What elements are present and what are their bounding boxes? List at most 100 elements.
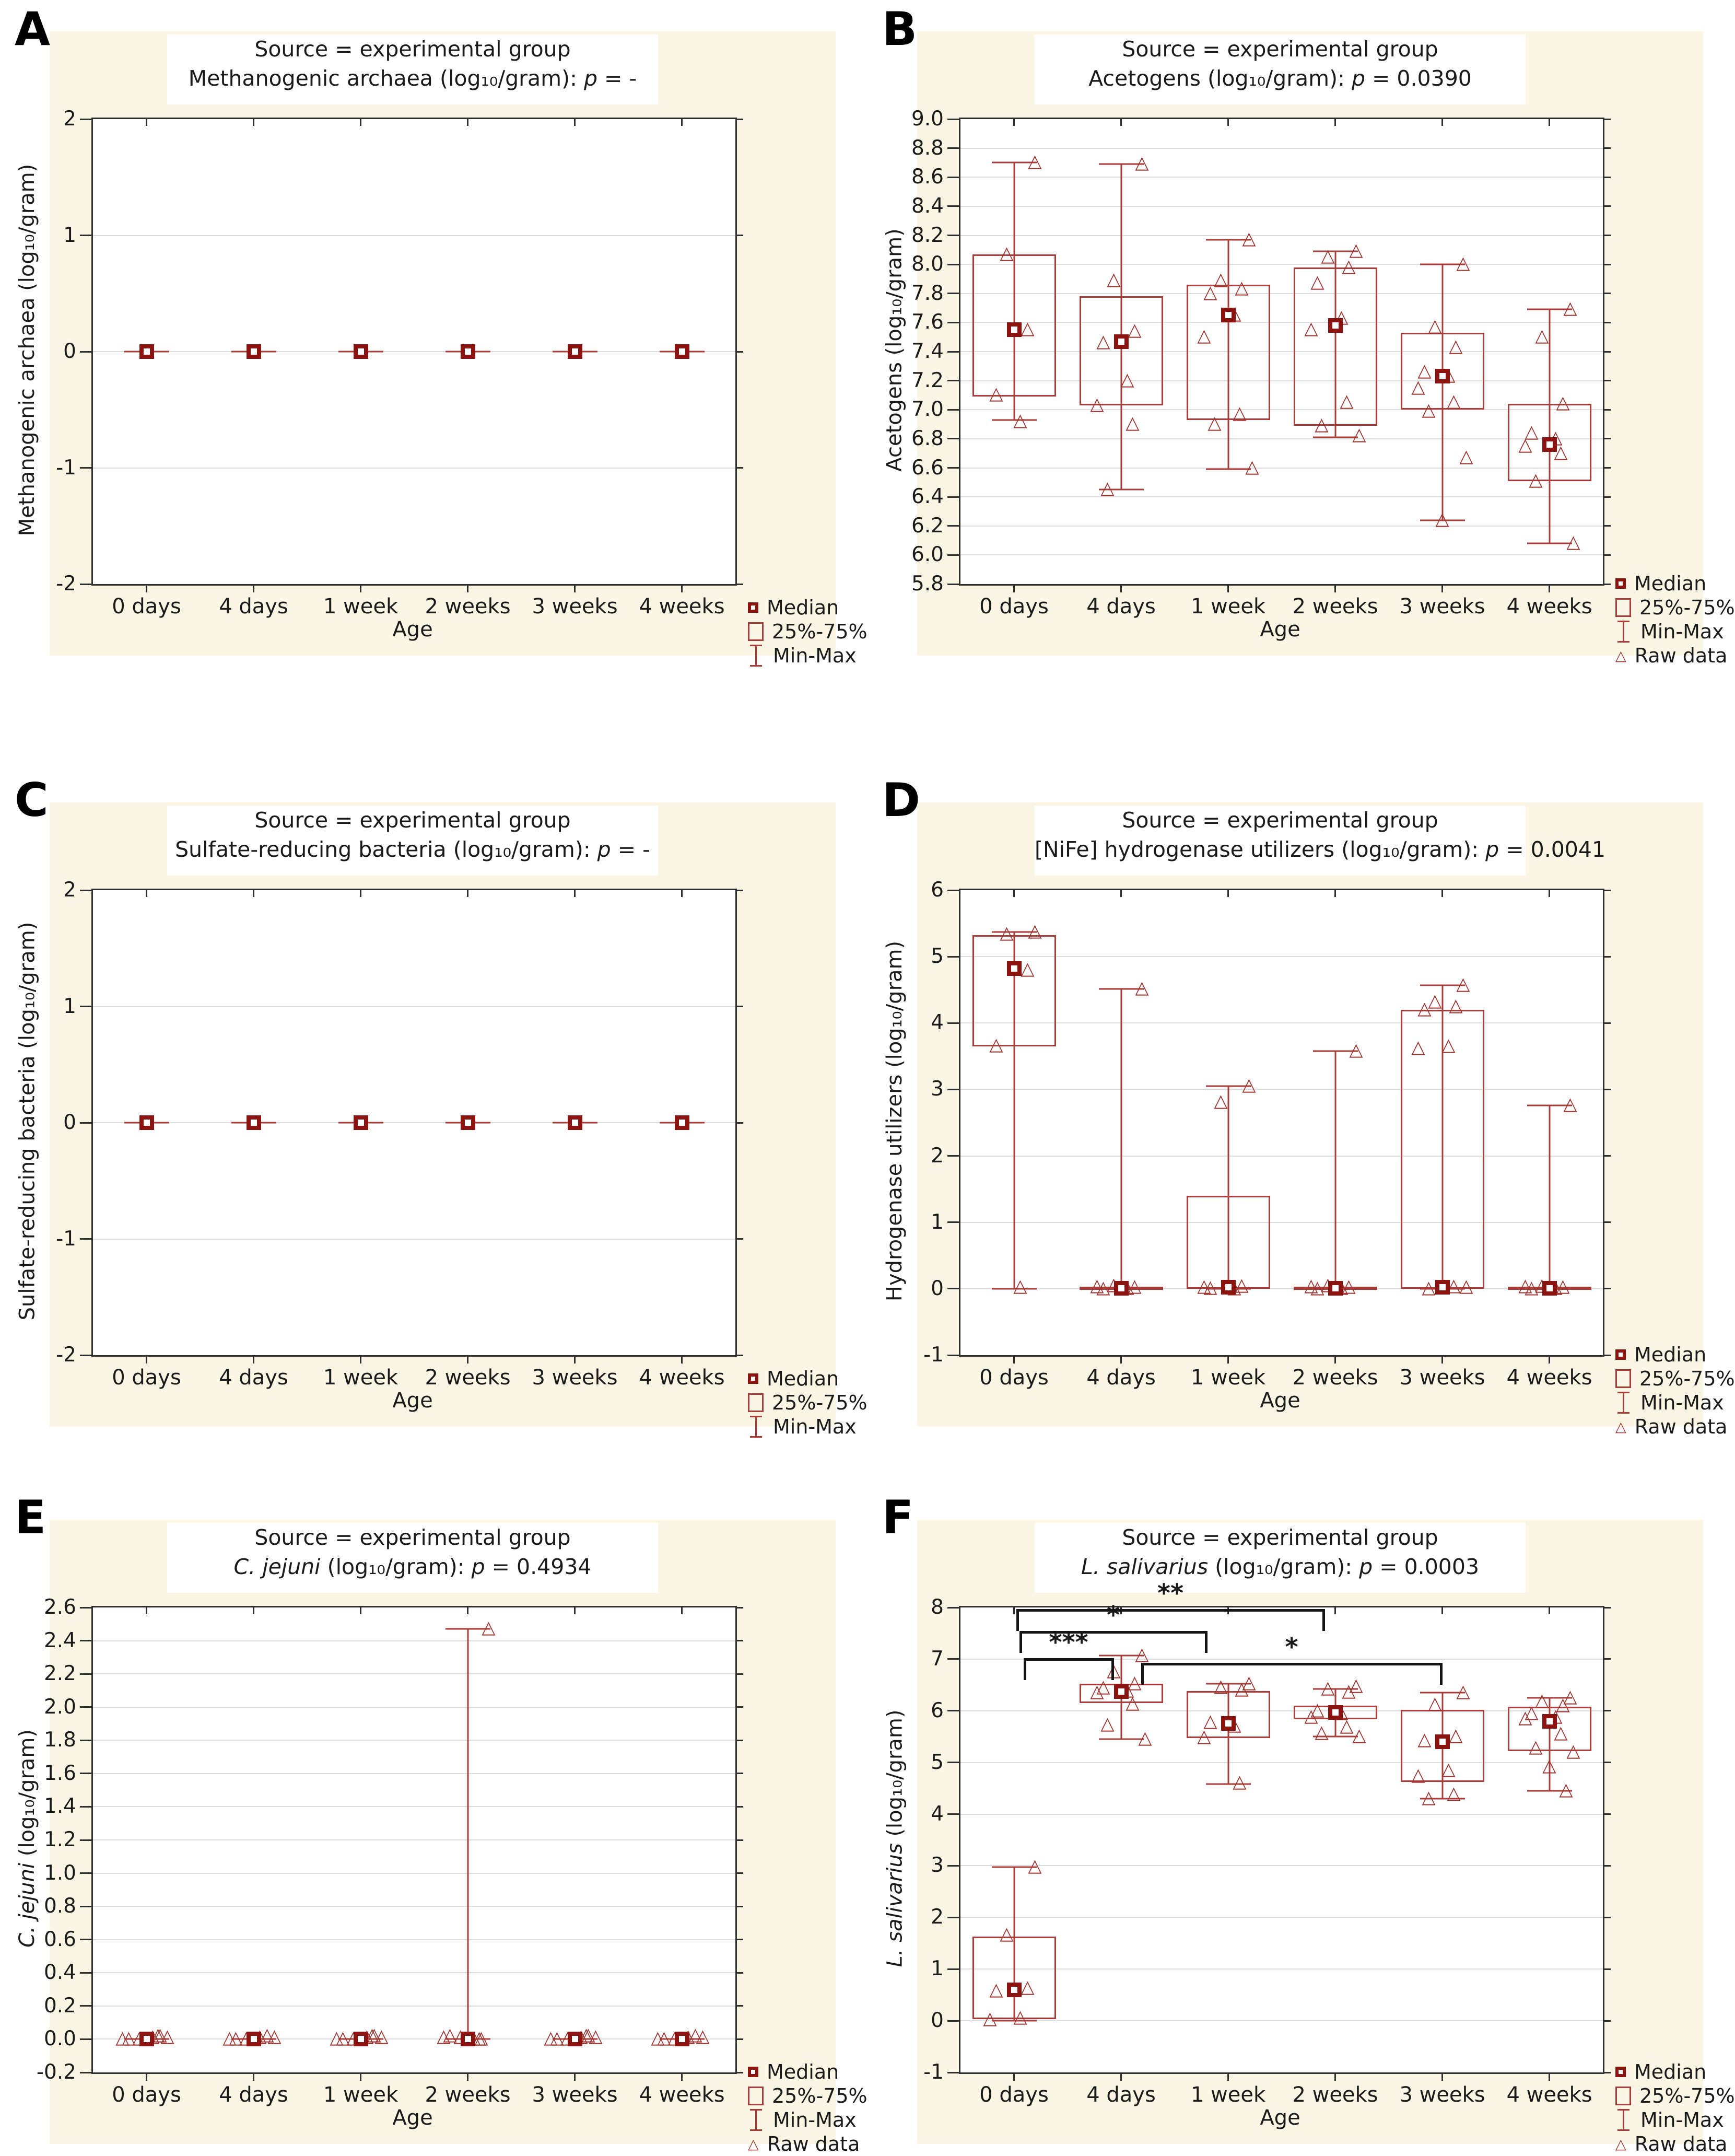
whisker-cap <box>991 161 1037 164</box>
x-tick <box>681 1355 683 1363</box>
whisker-cap <box>1205 1783 1251 1785</box>
raw-data-point: △ <box>550 2027 564 2048</box>
x-tick <box>1227 1355 1229 1363</box>
raw-data-point: △ <box>1459 446 1473 467</box>
median-marker <box>460 2032 475 2047</box>
x-tick-label: 3 weeks <box>532 2083 618 2107</box>
minmax-stem <box>1623 1392 1624 1414</box>
legend-label: 25%-75% <box>772 2084 867 2107</box>
raw-data-point: △ <box>1096 331 1110 352</box>
raw-data-point: △ <box>1208 412 1222 434</box>
x-axis-label: Age <box>1260 617 1300 642</box>
raw-data-point: △ <box>1342 1275 1356 1297</box>
x-tick <box>1227 890 1229 897</box>
x-tick-label: 2 weeks <box>425 595 511 619</box>
x-tick <box>146 584 147 592</box>
y-tick-label: 1.8 <box>43 1728 76 1752</box>
y-tick <box>1603 1916 1611 1918</box>
legend-label: 25%-75% <box>772 1391 867 1414</box>
legend-median-icon <box>748 2067 758 2077</box>
y-tick <box>735 467 743 469</box>
raw-data-point: △ <box>1315 1721 1329 1743</box>
y-tick <box>947 1354 959 1356</box>
y-tick-label: 5.8 <box>911 572 944 596</box>
x-tick-label: 4 weeks <box>1506 2083 1592 2107</box>
y-tick <box>947 235 959 236</box>
y-tick <box>735 1673 743 1675</box>
x-axis-label: Age <box>392 1389 433 1413</box>
x-tick-label: 4 days <box>219 2083 288 2107</box>
whisker-cap <box>991 1288 1037 1290</box>
y-tick <box>947 147 959 149</box>
chart-title: Source = experimental group Methanogenic… <box>167 34 658 104</box>
raw-data-point: △ <box>1304 1275 1318 1296</box>
legend-median-icon <box>1615 578 1626 589</box>
raw-data-point: △ <box>1021 318 1035 339</box>
significance-bracket <box>1016 1609 1325 1612</box>
y-tick <box>947 1221 959 1223</box>
median-marker <box>1006 1982 1022 1997</box>
raw-data-point: △ <box>1013 409 1027 430</box>
gridline <box>93 1238 735 1240</box>
x-tick <box>574 890 576 897</box>
y-tick <box>1603 263 1611 265</box>
y-tick <box>947 118 959 120</box>
raw-data-point: △ <box>1525 1701 1539 1722</box>
median-marker <box>246 2032 261 2047</box>
whisker-cap <box>991 1866 1037 1868</box>
plot-area: -1 0 1 2 3 4 5 6 0 days 4 days 1 week 2 weeks 3 week… <box>923 878 1611 1390</box>
whisker-line <box>1013 932 1015 1289</box>
y-tick <box>735 1122 743 1124</box>
x-tick <box>146 890 147 897</box>
y-tick-label: 3 <box>931 1077 944 1101</box>
median-marker <box>1435 369 1450 384</box>
x-tick <box>574 119 576 126</box>
raw-data-point: △ <box>1000 242 1014 263</box>
y-tick <box>1603 1221 1611 1223</box>
whisker-line <box>1013 1867 1015 2021</box>
legend-iqr-icon <box>1615 598 1631 617</box>
legend-raw-icon: △ <box>1615 647 1626 664</box>
gridline <box>960 322 1603 323</box>
raw-data-point: △ <box>160 2025 174 2047</box>
raw-data-point: △ <box>1235 277 1249 298</box>
x-tick <box>360 890 361 897</box>
raw-data-point: △ <box>1352 424 1366 445</box>
y-tick <box>1603 1022 1611 1024</box>
y-tick <box>1603 147 1611 149</box>
raw-data-point: △ <box>1310 1699 1324 1720</box>
y-tick <box>1603 380 1611 382</box>
legend-item-median: Median <box>1615 572 1706 596</box>
y-tick-label: 7.4 <box>911 340 944 363</box>
raw-data-point: △ <box>1021 1976 1035 1998</box>
y-tick <box>947 583 959 585</box>
x-tick <box>1549 1355 1550 1363</box>
y-tick <box>735 1640 743 1642</box>
median-marker <box>674 344 689 359</box>
median-marker <box>674 1115 689 1130</box>
y-tick <box>947 1658 959 1660</box>
whisker-cap <box>1098 1654 1144 1657</box>
significance-label: * <box>1106 1600 1120 1630</box>
y-tick <box>735 2071 743 2073</box>
raw-data-point: △ <box>1428 1693 1442 1714</box>
raw-data-point: △ <box>1235 1274 1249 1296</box>
raw-data-point: △ <box>1107 268 1121 289</box>
raw-data-point: △ <box>1556 1694 1570 1715</box>
legend-median-icon <box>1615 1349 1626 1360</box>
raw-data-point: △ <box>1304 1705 1318 1726</box>
x-tick <box>360 1607 361 1614</box>
y-tick <box>80 1354 91 1356</box>
gridline <box>960 409 1603 411</box>
legend-label: Median <box>767 596 839 619</box>
raw-data-point: △ <box>1242 228 1256 249</box>
x-tick <box>574 2072 576 2081</box>
raw-data-point: △ <box>1090 1275 1104 1296</box>
raw-data-point: △ <box>651 2027 665 2048</box>
y-tick <box>1603 235 1611 236</box>
legend-item-minmax: Min-Max <box>1615 1391 1724 1415</box>
minmax-cap <box>750 2129 762 2131</box>
x-tick <box>253 1607 254 1614</box>
legend-label: 25%-75% <box>1639 1367 1735 1390</box>
gridline <box>960 235 1603 236</box>
